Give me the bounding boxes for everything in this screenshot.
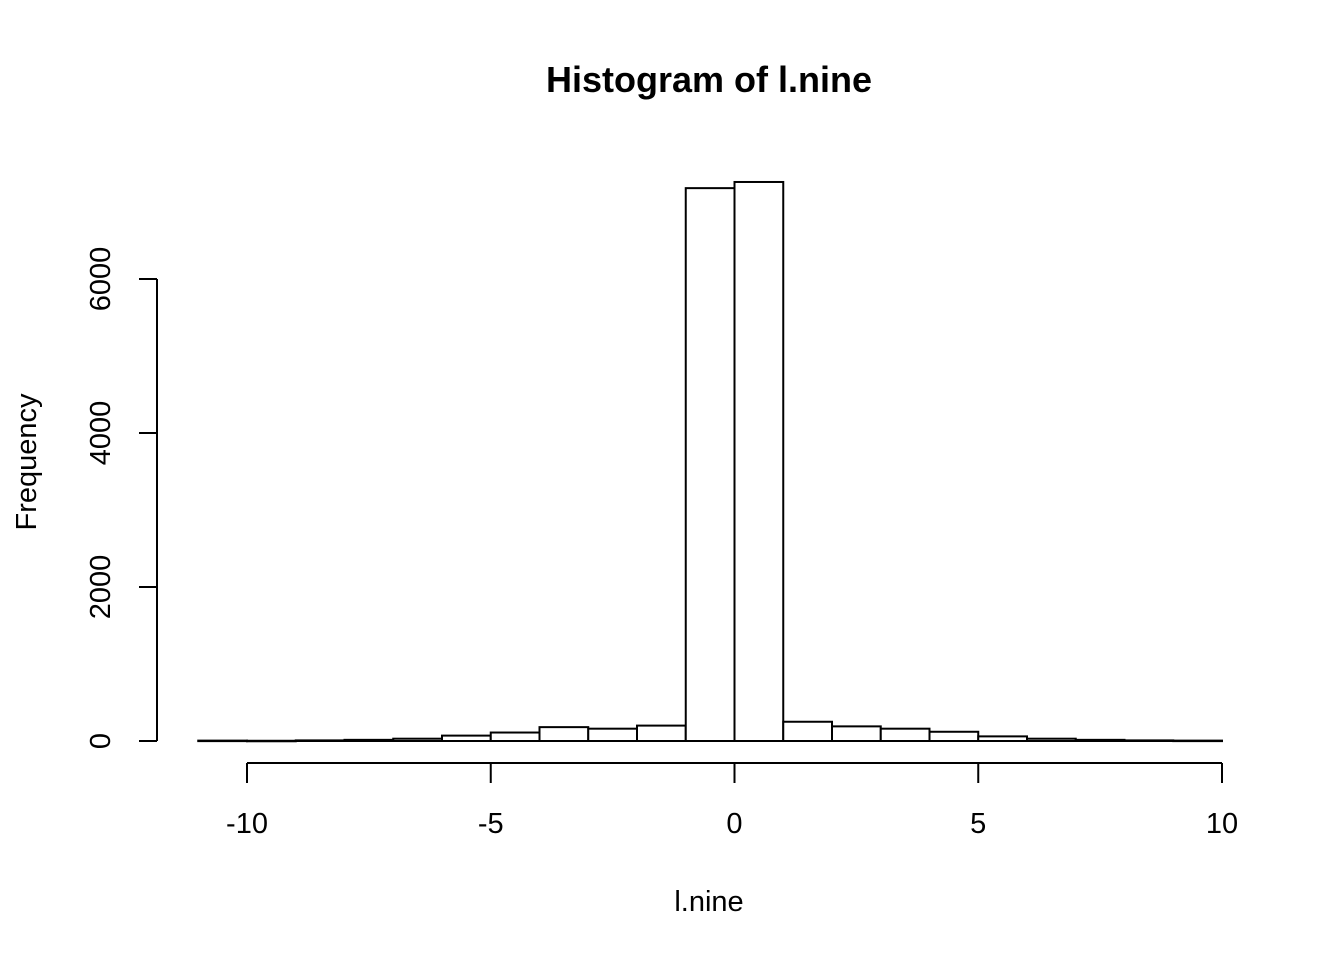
histogram-bar xyxy=(1123,739,1175,742)
histogram-bar xyxy=(684,187,736,742)
histogram-bar xyxy=(782,720,833,742)
histogram-bar xyxy=(928,730,980,743)
histogram-bar xyxy=(1074,738,1126,742)
histogram-bar xyxy=(538,726,590,743)
x-axis: -10 -5 0 5 10 xyxy=(226,762,1238,840)
x-tick-label: 0 xyxy=(726,808,742,840)
histogram-bar xyxy=(1172,739,1223,743)
histogram-bar xyxy=(294,739,346,742)
x-tick-label: 5 xyxy=(970,808,986,840)
y-tick-label: 0 xyxy=(85,733,117,749)
histogram-bar xyxy=(392,737,443,743)
histogram-bar xyxy=(636,724,687,742)
y-tick-label: 6000 xyxy=(85,247,117,312)
histogram-bar xyxy=(197,739,248,743)
histogram-bar xyxy=(1026,737,1077,743)
histogram-bar xyxy=(343,738,395,742)
x-tick-label: -5 xyxy=(478,808,504,840)
x-tick-label: -10 xyxy=(226,808,268,840)
y-axis-label: Frequency xyxy=(11,393,43,531)
histogram-bar xyxy=(489,731,541,743)
histogram-bar xyxy=(977,735,1028,743)
y-axis: 0 2000 4000 6000 xyxy=(85,247,158,749)
y-tick-label: 2000 xyxy=(85,555,117,620)
x-axis-label: l.nine xyxy=(674,886,743,918)
histogram-bar xyxy=(246,739,297,743)
chart-title: Histogram of l.nine xyxy=(546,59,872,100)
x-tick-label: 10 xyxy=(1206,808,1238,840)
histogram-bar xyxy=(879,727,931,742)
histogram-bar xyxy=(441,734,492,742)
y-tick-label: 4000 xyxy=(85,401,117,466)
histogram-bars xyxy=(197,180,1223,743)
histogram-bar xyxy=(587,727,638,742)
histogram-bar xyxy=(831,725,882,742)
histogram-bar xyxy=(733,180,785,743)
